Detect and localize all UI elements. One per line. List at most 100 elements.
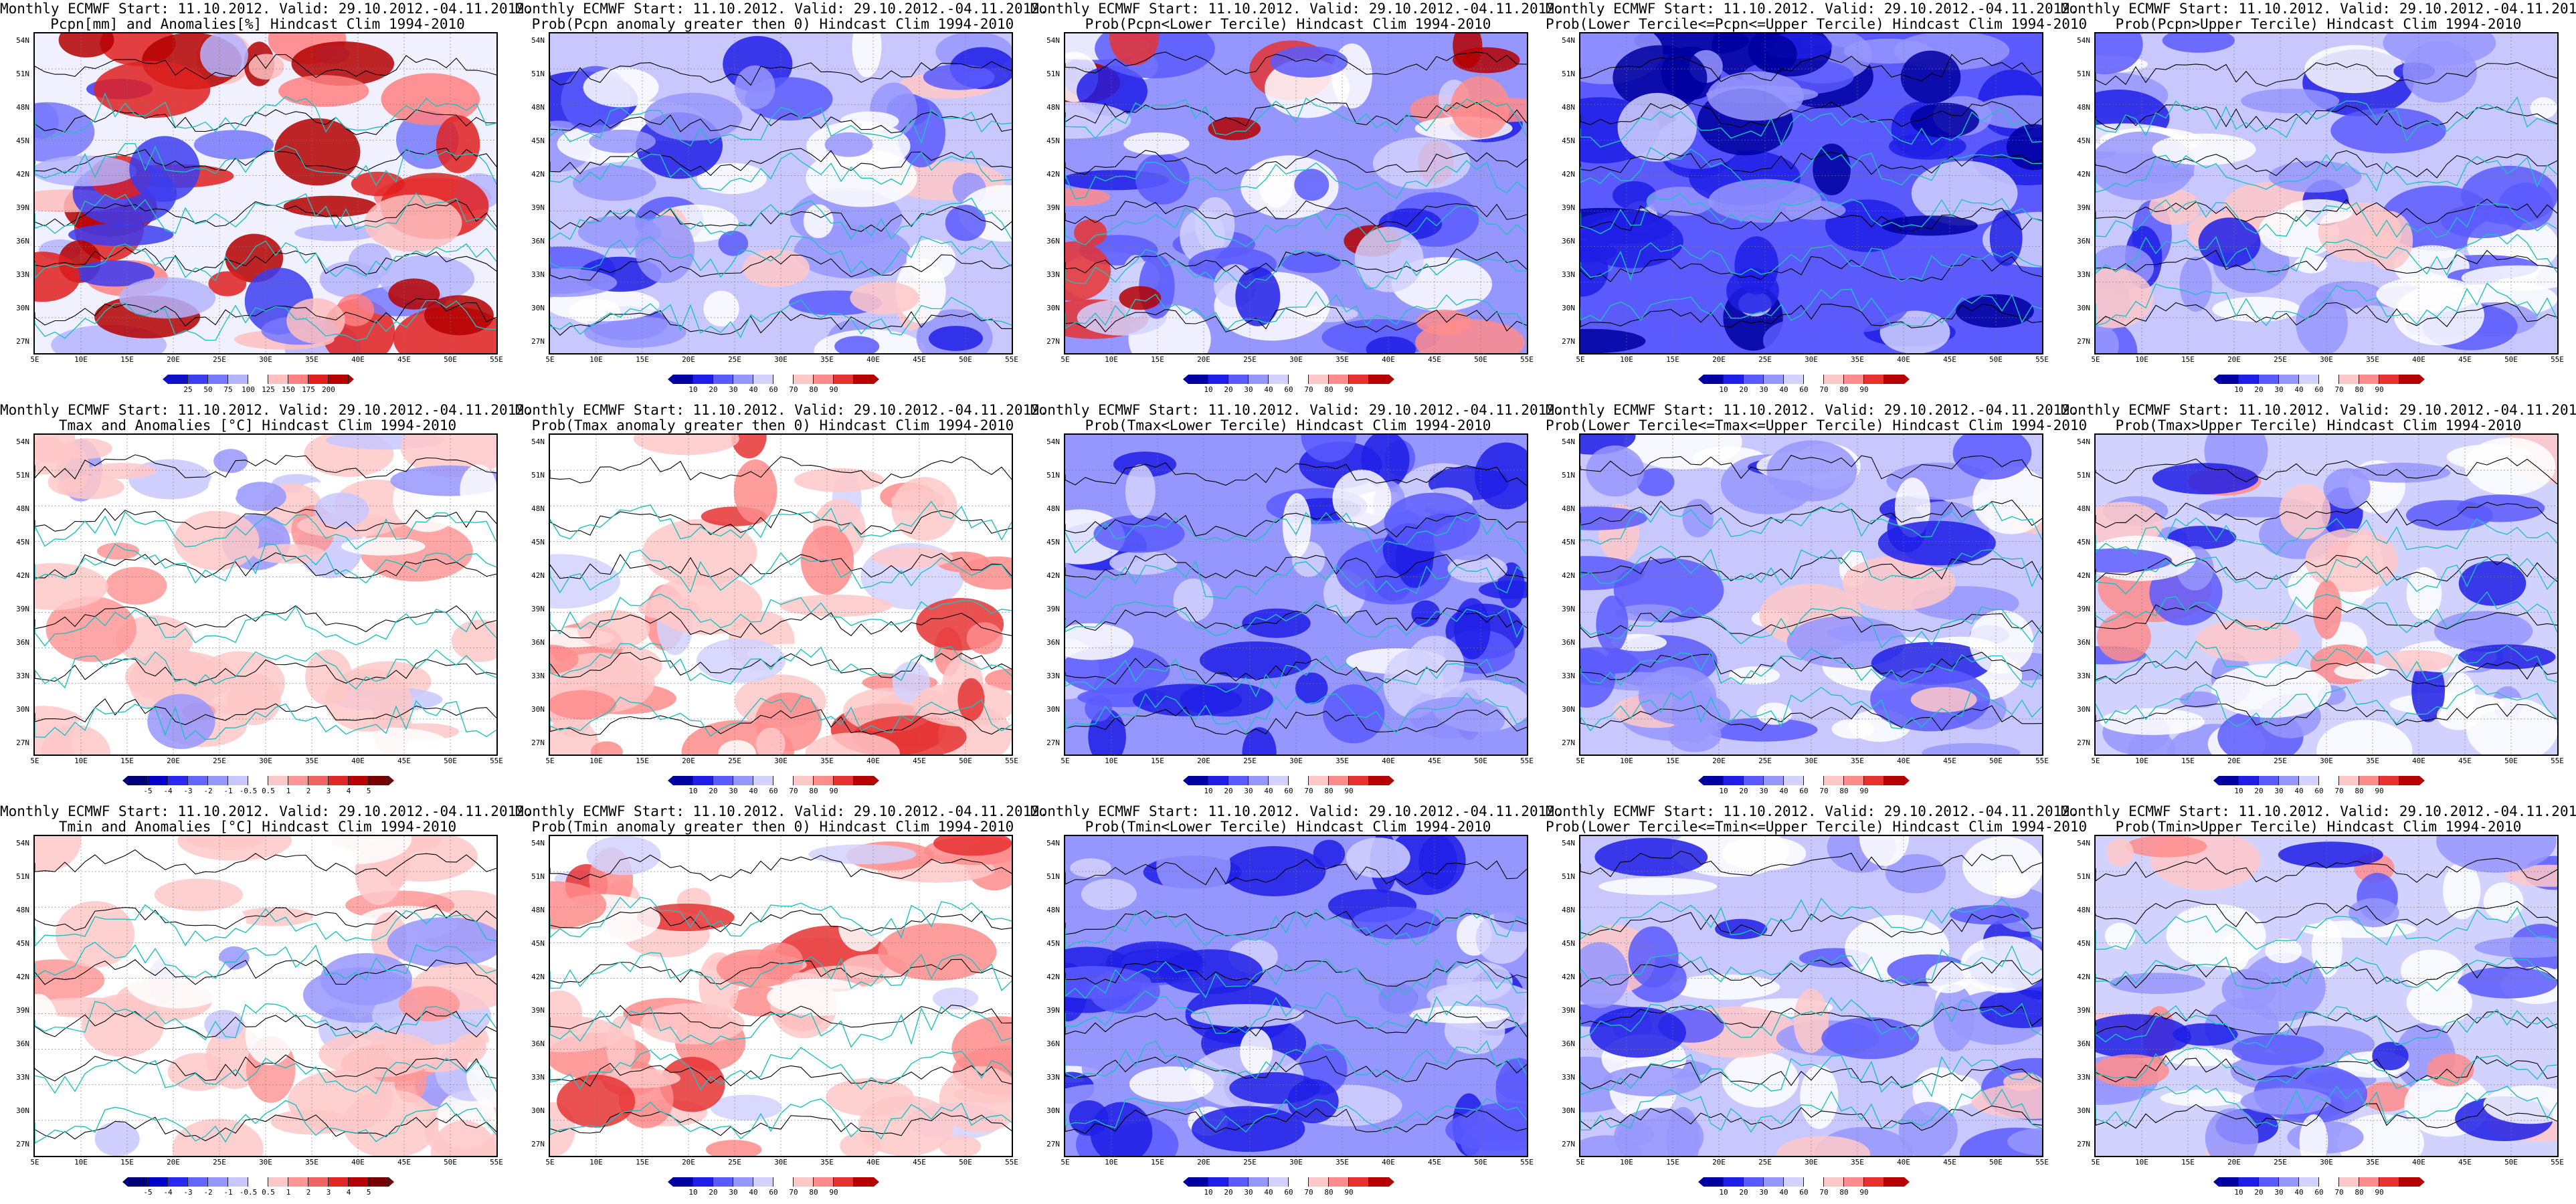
color-bar-cell	[1309, 375, 1329, 384]
field-patch	[235, 482, 286, 512]
longitude-tick-label: 15E	[1151, 757, 1164, 765]
field-patch	[58, 33, 114, 58]
field-patch	[1969, 610, 2034, 674]
latitude-tick-label: 48N	[1562, 906, 1575, 914]
color-bar-label: 60	[1799, 787, 1809, 795]
field-patch	[1722, 1051, 1799, 1108]
color-bar-cell	[1824, 1177, 1844, 1187]
map-area	[1064, 433, 1528, 756]
color-bar-label: 40	[2294, 385, 2304, 394]
field-patch	[297, 836, 412, 865]
color-bar-label: 10	[1719, 1188, 1728, 1197]
longitude-tick-label: 35E	[1336, 355, 1349, 364]
color-bar-label: -4	[163, 787, 173, 795]
field-patch	[2198, 217, 2261, 268]
color-bar-cell	[1309, 1177, 1329, 1187]
color-bar-label: 90	[1344, 1188, 1354, 1197]
color-bar-cell	[1309, 776, 1329, 785]
contour-line	[1065, 462, 1527, 486]
latitude-tick-label: 30N	[2077, 1106, 2090, 1115]
field-patch	[124, 950, 234, 1009]
latitude-tick-label: 54N	[16, 437, 29, 446]
color-bar-label: 3	[326, 787, 331, 795]
color-bar-label: 30	[2274, 787, 2284, 795]
longitude-tick-label: 50E	[1474, 355, 1487, 364]
color-bar-label: 90	[829, 787, 838, 795]
coastline	[550, 1047, 1012, 1091]
color-bar-label: 10	[2234, 385, 2243, 394]
color-bar-min-arrow	[668, 776, 673, 785]
longitude-tick-label: 5E	[545, 1158, 555, 1167]
color-bar-cell	[2219, 1177, 2239, 1187]
color-bar-cell	[1764, 1177, 1784, 1187]
color-bar-label: 60	[1284, 385, 1293, 394]
color-bar-max-arrow	[389, 776, 394, 785]
panel-title-line2: Prob(Tmax anomaly greater then 0) Hindca…	[531, 417, 1014, 433]
latitude-tick-label: 45N	[2077, 136, 2090, 145]
latitude-tick-label: 36N	[2077, 237, 2090, 245]
field-patch	[1580, 328, 1646, 353]
field-patch	[1199, 641, 1311, 679]
longitude-tick-label: 50E	[2504, 355, 2518, 364]
latitude-tick-label: 27N	[1562, 337, 1575, 346]
field-patch	[286, 298, 345, 344]
field-patch	[550, 288, 660, 322]
contour-line	[2096, 604, 2557, 631]
field-patch	[1354, 226, 1424, 292]
contour-line	[1065, 511, 1527, 538]
field-patch	[1776, 1136, 1871, 1156]
color-bar-cell	[308, 776, 329, 785]
color-bar-cell	[733, 375, 753, 384]
color-bar-cell	[2299, 776, 2319, 785]
contour-line	[550, 61, 1012, 86]
field-patch	[573, 165, 656, 201]
longitude-tick-label: 45E	[913, 355, 926, 364]
color-bar-label: 90	[2375, 1188, 2384, 1197]
field-patch	[325, 668, 412, 732]
color-bar-cell	[288, 776, 308, 785]
contour-line	[550, 709, 1012, 736]
longitude-tick-label: 20E	[2227, 1158, 2241, 1167]
color-bar-label: 60	[1799, 385, 1809, 394]
longitude-tick-label: 45E	[2458, 757, 2472, 765]
longitude-tick-label: 10E	[589, 1158, 603, 1167]
contour-line	[550, 1111, 1012, 1136]
panel-title-line1: Monthly ECMWF Start: 11.10.2012. Valid: …	[2061, 803, 2576, 819]
longitude-tick-label: 35E	[1851, 355, 1864, 364]
color-bar-label: 70	[789, 385, 798, 394]
contour-line	[35, 454, 496, 480]
latitude-tick-label: 30N	[16, 1106, 29, 1115]
color-bar: 10 20 30 40 60 70 80 90	[515, 776, 1030, 800]
latitude-tick-label: 33N	[1046, 270, 1060, 279]
field-patch	[550, 644, 579, 674]
contour-line	[2096, 661, 2557, 687]
latitude-tick-label: 51N	[531, 872, 545, 881]
panel-title-line2: Prob(Lower Tercile<=Tmin<=Upper Tercile)…	[1546, 819, 2088, 835]
field-patch	[550, 717, 600, 755]
longitude-tick-label: 5E	[1061, 1158, 1070, 1167]
latitude-tick-label: 33N	[16, 672, 29, 680]
longitude-tick-label: 45E	[913, 1158, 926, 1167]
color-bar-cell	[1884, 1177, 1904, 1187]
field-patch	[550, 881, 607, 930]
longitude-tick-label: 40E	[866, 1158, 880, 1167]
color-bar-cell	[773, 1177, 794, 1187]
latitude-tick-label: 45N	[531, 136, 545, 145]
contour-line	[2096, 857, 2557, 883]
color-bar-label: 60	[1284, 787, 1293, 795]
field-patch	[703, 290, 739, 327]
color-bar-label: 30	[1759, 787, 1768, 795]
contour-line	[35, 1113, 496, 1142]
field-patch	[1971, 1083, 2042, 1119]
coastline	[2096, 154, 2557, 193]
color-bar-label: 4	[346, 787, 351, 795]
field-patch	[710, 1094, 782, 1121]
field-patch	[2441, 203, 2523, 239]
coastline	[35, 700, 496, 740]
latitude-tick-label: 54N	[1562, 36, 1575, 45]
map-area	[33, 835, 498, 1157]
field-patch	[1751, 34, 1797, 73]
field-patch	[60, 438, 112, 460]
color-bar-cell	[1289, 776, 1309, 785]
color-bar-cell	[2319, 375, 2339, 384]
